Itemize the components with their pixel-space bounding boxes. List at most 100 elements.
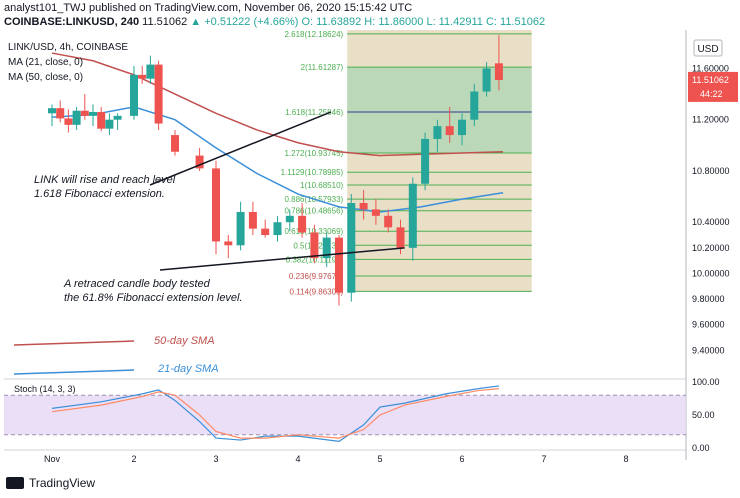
annotation-retrace-line1: A retraced candle body tested [63,278,211,290]
annotation-rise-line1: LINK will rise and reach level [34,174,176,186]
legend-title: LINK/USD, 4h, COINBASE [8,42,128,53]
time-tick-label: 2 [131,454,136,464]
fib-level-label: 1(10.68510) [300,181,343,190]
candle-body [97,112,106,129]
candle-body [64,118,73,125]
candle-body [113,115,122,120]
legend-ma50: MA (50, close, 0) [8,72,83,83]
candle-body [359,203,368,210]
candle-body [56,108,65,119]
fib-level-label: 0.236(9.97673) [289,272,344,281]
candle-body [261,228,270,236]
candle-body [458,119,466,136]
footer: TradingView [0,470,740,498]
candle-body [347,203,356,293]
price-tick-label: 11.60000 [692,63,729,73]
time-tick-label: 6 [459,454,464,464]
fib-level-label: 1.272(10.93745) [284,149,343,158]
stoch-tick-label: 50.00 [692,410,715,420]
candle-body [248,211,257,229]
candle-body [371,209,380,216]
stoch-label: Stoch (14, 3, 3) [14,384,76,394]
rise-arrow [149,111,332,186]
legend-ma21: MA (21, close, 0) [8,57,83,68]
time-tick-label: 5 [377,454,382,464]
tradingview-logo[interactable]: TradingView [6,476,95,490]
time-tick-label: 8 [623,454,628,464]
time-axis[interactable]: Nov 2 3 4 5 6 7 8 [4,449,686,464]
fib-zone-green [347,67,532,154]
candle-body [445,126,454,136]
chart-header: analyst101_TWJ published on TradingView.… [0,0,740,30]
time-tick-label: Nov [44,454,61,464]
symbol-line: COINBASE:LINKUSD, 240 11.51062 ▲ +0.5122… [4,16,545,28]
countdown-timer: 44:22 [700,89,723,99]
price-chart[interactable]: 2.618(12.18624) 2(11.61287) 1.618(11.25846… [0,0,740,470]
candle-body [48,108,56,114]
ohlc-values: O: 11.63892 H: 11.86000 L: 11.42911 C: 1… [301,16,546,28]
candle-body [322,237,331,259]
price-tick-label: 10.20000 [692,243,730,253]
price-axis[interactable]: 11.60000 11.20000 10.80000 10.40000 10.20000… [685,30,738,460]
last-price-badge [688,71,738,102]
price-tick-label: 11.20000 [692,115,729,125]
candle-body [298,215,307,233]
fib-level-label: 0.786(10.48656) [284,207,343,216]
currency-button[interactable] [693,39,723,57]
last-price: 11.51062 [142,16,188,28]
time-tick-label: 4 [295,454,300,464]
candle-body [89,112,97,116]
candle-body [408,183,417,248]
candle-body [195,155,204,169]
stochastic-panel: 100.00 50.00 0.00 [4,377,720,453]
candle-body [154,64,163,124]
tradingview-brand: TradingView [29,476,96,490]
candle-body [421,138,430,184]
annotation-rise-line2: 1.618 Fibonacci extension. [34,188,165,200]
sma21-legend-line [13,369,135,375]
price-change: ▲ +0.51222 (+4.66%) [190,16,299,28]
publisher-line: analyst101_TWJ published on TradingView.… [4,2,413,14]
retrace-arrow [159,247,405,271]
candle-body [273,222,282,236]
price-tick-label: 10.80000 [692,166,730,176]
price-tick-label: 10.00000 [692,268,730,278]
price-tick-label: 9.40000 [692,345,725,355]
sma50-legend-line [13,340,135,346]
symbol-label: COINBASE:LINKUSD, 240 [4,16,140,28]
price-tick-label: 10.40000 [692,217,730,227]
candle-body [285,215,294,223]
candle-body [212,168,220,242]
stoch-d-line [51,388,499,439]
time-tick-label: 3 [213,454,218,464]
price-tick-label: 9.80000 [692,294,725,304]
time-tick-label: 7 [541,454,546,464]
candle-body [171,135,179,152]
stoch-tick-label: 0.00 [692,443,710,453]
fib-level-label: 1.1129(10.78985) [281,168,344,177]
candle-body [146,64,155,79]
ma21-line [51,106,504,213]
fib-level-label: 2.618(12.18624) [284,30,343,39]
candle-body [335,237,343,293]
currency-label: USD [697,44,718,55]
annotations: LINK will rise and reach level 1.618 Fibo… [13,111,405,375]
sma21-label: 21-day SMA [157,363,219,375]
candle-body [396,227,405,248]
candle-body [72,110,81,125]
candle-body [80,110,89,116]
candle-body [494,63,503,80]
candle-body [130,74,138,116]
fib-level-label: 0.5(10.22132) [293,241,343,250]
sma50-label: 50-day SMA [154,335,215,347]
candle-body [105,119,114,129]
candle-body [384,215,393,228]
stoch-k-line [51,385,499,443]
candle-body [310,232,319,259]
last-price-badge-value: 11.51062 [692,75,729,85]
candle-body [138,74,147,79]
price-tick-label: 9.60000 [692,320,725,330]
fib-level-label: 0.114(9.86309) [290,287,344,296]
candle-body [224,241,233,246]
fib-level-label: 1.618(11.25846) [285,108,343,117]
